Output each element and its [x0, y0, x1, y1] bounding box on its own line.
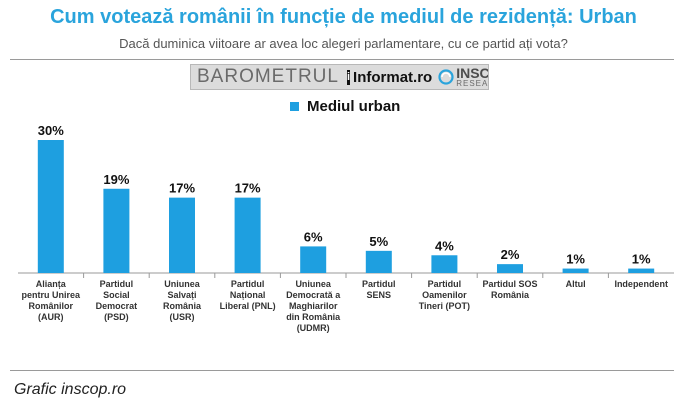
value-label-8: 1% [566, 252, 585, 267]
category-label-1: Partidul Social Democrat (PSD) [96, 279, 138, 322]
bottom-divider [10, 370, 674, 371]
bar-1 [103, 188, 130, 273]
chart-legend: Mediul urban [290, 98, 400, 115]
source-credit: Grafic inscop.ro [14, 381, 127, 398]
inscop-subtitle: RESEARCH [456, 79, 489, 88]
chart-title: Cum votează românii în funcție de mediul… [50, 6, 637, 28]
category-label-7: Partidul SOS România [482, 279, 537, 300]
category-label-8: Altul [566, 279, 586, 289]
category-label-4: Uniunea Democrată a Maghiarilor din România… [286, 279, 341, 333]
category-label-5: Partidul SENS [362, 279, 396, 300]
bar-6 [431, 255, 458, 273]
bar-2 [169, 197, 195, 273]
inscop-swirl-icon [438, 69, 454, 85]
value-label-4: 6% [304, 229, 323, 244]
bar-4 [300, 246, 327, 273]
sponsor-banner: BAROMETRUL i Informat.ro INSCOP RESEARCH [190, 64, 489, 90]
category-label-3: Partidul Național Liberal (PNL) [220, 279, 276, 311]
bar-3 [234, 197, 261, 273]
bar-5 [365, 250, 392, 273]
value-label-0: 30% [38, 123, 64, 138]
category-label-0: Alianța pentru Unirea Românilor (AUR) [22, 279, 82, 322]
value-label-9: 1% [632, 252, 651, 267]
top-divider [10, 59, 674, 60]
legend-label: Mediul urban [307, 98, 401, 115]
value-label-3: 17% [235, 181, 261, 196]
informat-logo-icon: i [346, 69, 351, 85]
value-label-2: 17% [169, 181, 195, 196]
informat-logo-text: Informat.ro [353, 68, 433, 86]
chart-subtitle: Dacă duminica viitoare ar avea loc alege… [119, 36, 568, 51]
value-label-5: 5% [369, 234, 388, 249]
inscop-name: INSCOP [456, 65, 489, 81]
labels-layer: 30% Alianța pentru Unirea Românilor (AUR) 19%… [22, 123, 668, 333]
value-label-6: 4% [435, 238, 454, 253]
category-label-9: Independent [614, 279, 668, 289]
bar-chart: 30% Alianța pentru Unirea Românilor (AUR) 19%… [18, 123, 674, 333]
legend-swatch [290, 102, 299, 111]
bar-8 [562, 268, 589, 273]
barometer-logo-text: BAROMETRUL [197, 66, 339, 87]
bar-9 [628, 268, 655, 273]
category-label-2: Uniunea Salvați România (USR) [163, 279, 202, 322]
value-label-7: 2% [501, 247, 520, 262]
category-label-6: Partidul Oamenilor Tineri (POT) [419, 279, 470, 311]
bars-layer [37, 140, 655, 273]
bar-0 [37, 140, 64, 273]
inscop-logo: INSCOP RESEARCH [438, 65, 489, 88]
value-label-1: 19% [103, 172, 129, 187]
bar-7 [497, 264, 523, 273]
